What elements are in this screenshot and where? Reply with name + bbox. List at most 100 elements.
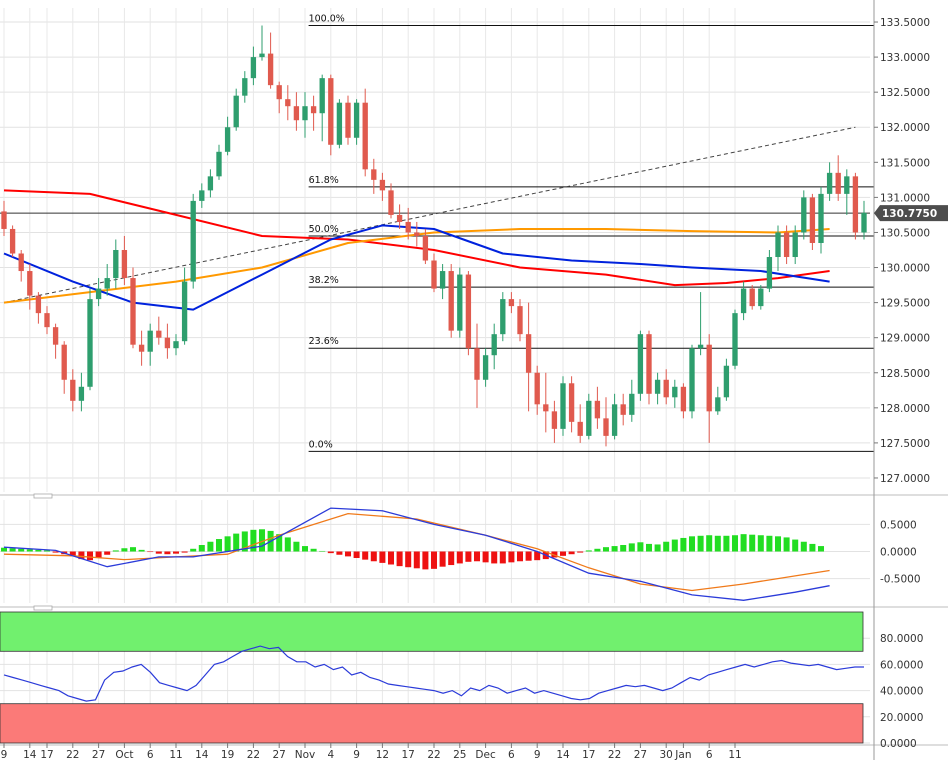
candle-body (611, 404, 618, 436)
price-tick-label: 131.0000 (880, 192, 930, 204)
candle-body (173, 341, 179, 349)
candle-body (379, 179, 386, 191)
macd-histogram-bar (241, 531, 248, 552)
candle-body (732, 313, 738, 366)
candle-body (345, 102, 351, 138)
x-tick-label: 14 (556, 749, 570, 761)
fib-level-label: 100.0% (309, 14, 345, 25)
price-tick-label: 129.5000 (880, 298, 930, 310)
x-tick-label: 27 (273, 749, 286, 761)
candle-body (78, 386, 85, 401)
macd-histogram-bar (301, 546, 309, 552)
candle-body (646, 334, 652, 394)
candle-body (482, 355, 489, 380)
macd-histogram-bar (112, 550, 119, 552)
macd-histogram-bar (336, 551, 343, 555)
x-tick-label: 22 (608, 749, 621, 761)
x-tick-label: 27 (92, 749, 105, 761)
candle-body (715, 397, 721, 412)
macd-histogram-bar (508, 551, 515, 563)
macd-histogram-bar (233, 533, 240, 552)
macd-histogram-bar (800, 541, 807, 552)
macd-histogram-bar (147, 551, 154, 553)
macd-histogram-bar (594, 548, 601, 552)
macd-histogram-bar (26, 549, 33, 552)
macd-histogram-bar (671, 539, 678, 552)
macd-histogram-bar (430, 551, 438, 569)
price-tick-label: 130.5000 (880, 227, 930, 239)
macd-panel (0, 507, 830, 601)
price-tick-label: 128.0000 (880, 403, 930, 415)
x-tick-label: 25 (453, 749, 466, 761)
candle-body (740, 288, 747, 314)
candle-body (474, 348, 480, 380)
x-tick-label: 22 (247, 749, 260, 761)
candle-body (44, 313, 50, 328)
macd-histogram-bar (78, 551, 85, 560)
x-tick-label: 9 (1, 749, 8, 761)
rsi-zone (0, 703, 864, 744)
macd-histogram-bar (69, 551, 76, 557)
macd-histogram-bar (637, 542, 644, 552)
macd-histogram-bar (215, 539, 223, 552)
candle-body (242, 78, 248, 96)
candle-body (319, 78, 325, 114)
macd-histogram-bar (35, 549, 42, 552)
candle-body (267, 53, 274, 86)
macd-histogram-bar (723, 535, 730, 552)
candle-body (207, 176, 214, 191)
candle-body (844, 176, 850, 194)
macd-histogram-bar (585, 550, 592, 552)
x-tick-label: 6 (706, 749, 713, 761)
rsi-tick-label: 20.0000 (880, 712, 923, 724)
x-tick-label: 11 (169, 749, 182, 761)
macd-histogram-bar (706, 535, 713, 552)
macd-histogram-bar (181, 551, 188, 553)
price-tick-label: 132.5000 (880, 87, 930, 99)
moving-average-line (3, 228, 830, 304)
fib-level-label: 23.6% (309, 336, 339, 347)
macd-histogram-bar (439, 551, 446, 567)
macd-line (3, 507, 830, 601)
macd-histogram-bar (138, 549, 145, 552)
macd-histogram-bar (740, 534, 747, 552)
candle-body (749, 288, 755, 307)
x-tick-label: 14 (23, 749, 37, 761)
candle-body (534, 372, 540, 405)
candle-body (164, 337, 171, 349)
macd-histogram-bar (198, 544, 205, 552)
macd-histogram-bar (422, 551, 429, 570)
x-tick-label: 6 (508, 749, 515, 761)
x-tick-label: 19 (221, 749, 234, 761)
macd-histogram-bar (327, 551, 334, 554)
fib-level-label: 50.0% (309, 224, 339, 235)
macd-histogram-bar (379, 551, 386, 563)
macd-histogram-bar (688, 536, 696, 552)
candle-body (594, 400, 601, 419)
rsi-tick-label: 60.0000 (880, 659, 923, 671)
last-price-badge (874, 205, 948, 222)
macd-histogram-bar (602, 547, 610, 552)
macd-histogram-bar (190, 548, 197, 552)
candle-body (689, 348, 695, 412)
macd-histogram-bar (52, 551, 59, 553)
candle-body (697, 344, 704, 349)
macd-histogram-bar (164, 551, 171, 555)
candle-body (654, 379, 661, 394)
macd-histogram-bar (766, 535, 773, 552)
macd-histogram-bar (611, 546, 618, 552)
candle-body (525, 334, 532, 373)
candle-body (637, 334, 644, 394)
macd-histogram-bar (172, 551, 180, 554)
macd-tick-label: 0.5000 (880, 519, 917, 531)
macd-histogram-bar (362, 551, 369, 560)
candle-body (809, 197, 816, 243)
candle-body (560, 383, 566, 429)
candle-body (52, 327, 59, 345)
x-tick-label: 9 (353, 749, 360, 761)
candle-body (285, 99, 291, 107)
candle-body (181, 281, 188, 342)
candle-body (138, 344, 145, 352)
